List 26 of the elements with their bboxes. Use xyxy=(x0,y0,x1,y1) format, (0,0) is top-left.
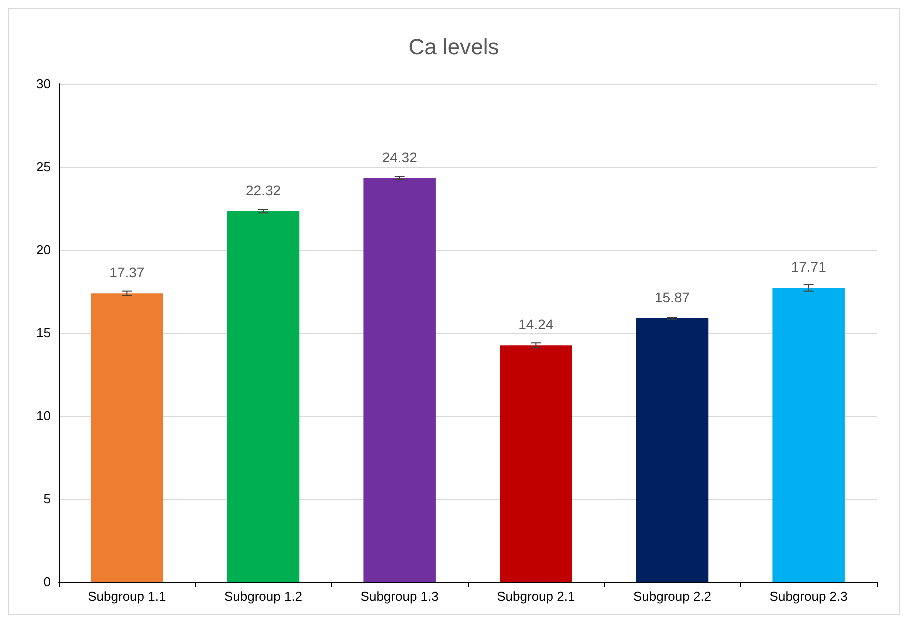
bar xyxy=(227,211,300,582)
data-label: 17.71 xyxy=(791,259,827,276)
y-tick-label: 25 xyxy=(36,160,51,174)
x-tick-label: Subgroup 2.2 xyxy=(633,589,712,604)
bar xyxy=(500,346,572,582)
bar xyxy=(636,318,709,582)
x-tick-label: Subgroup 2.1 xyxy=(497,589,576,604)
y-tick-label: 0 xyxy=(44,574,51,590)
x-tick-label: Subgroup 1.2 xyxy=(224,589,303,604)
y-tick-label: 10 xyxy=(36,408,51,424)
x-tick-label: Subgroup 1.3 xyxy=(360,589,439,604)
data-label: 15.87 xyxy=(654,290,690,306)
y-tick-label: 5 xyxy=(44,492,51,506)
y-tick-label: 20 xyxy=(36,242,51,258)
data-label: 22.32 xyxy=(246,182,282,198)
bar xyxy=(772,288,845,582)
y-tick-label: 30 xyxy=(36,76,51,92)
y-tick-label: 15 xyxy=(36,326,51,340)
data-label: 14.24 xyxy=(518,316,554,333)
x-tick-label: Subgroup 2.3 xyxy=(770,589,848,604)
bar xyxy=(91,294,164,582)
chart-title: Ca levels xyxy=(408,34,500,60)
bar xyxy=(364,178,436,582)
data-label: 17.37 xyxy=(110,264,145,281)
x-tick-label: Subgroup 1.1 xyxy=(88,589,166,604)
data-label: 24.32 xyxy=(382,149,418,166)
